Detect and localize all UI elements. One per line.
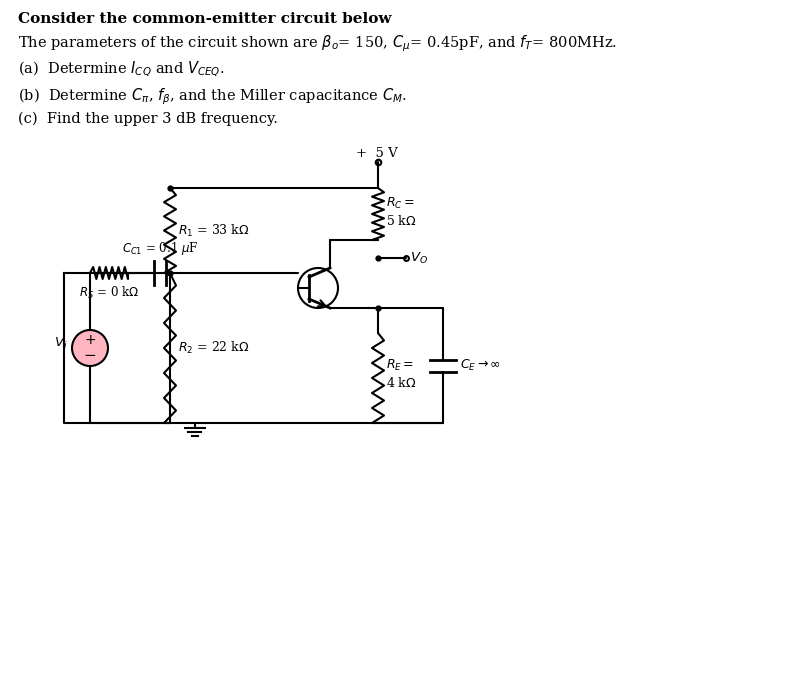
Text: $R_S$ = 0 k$\Omega$: $R_S$ = 0 k$\Omega$: [79, 285, 139, 301]
Text: $C_{C1}$ = 0.1 $\mu$F: $C_{C1}$ = 0.1 $\mu$F: [121, 240, 198, 257]
Text: Consider the common-emitter circuit below: Consider the common-emitter circuit belo…: [18, 12, 391, 26]
Circle shape: [72, 330, 108, 366]
Text: +  5 V: + 5 V: [356, 147, 397, 160]
Text: $R_2$ = 22 k$\Omega$: $R_2$ = 22 k$\Omega$: [177, 340, 249, 356]
Text: (a)  Determine $I_{CQ}$ and $V_{CEQ}$.: (a) Determine $I_{CQ}$ and $V_{CEQ}$.: [18, 60, 225, 79]
Text: (c)  Find the upper 3 dB frequency.: (c) Find the upper 3 dB frequency.: [18, 112, 278, 126]
Text: +: +: [84, 333, 96, 347]
Text: $V_i$: $V_i$: [55, 336, 68, 351]
Text: $R_C=$
5 k$\Omega$: $R_C=$ 5 k$\Omega$: [385, 197, 416, 228]
Text: −: −: [84, 348, 96, 363]
Text: $R_E=$
4 k$\Omega$: $R_E=$ 4 k$\Omega$: [385, 359, 416, 390]
Text: The parameters of the circuit shown are $\beta_o$= 150, $C_\mu$= 0.45pF, and $f_: The parameters of the circuit shown are …: [18, 33, 616, 54]
Text: $C_E \rightarrow \infty$: $C_E \rightarrow \infty$: [459, 358, 500, 373]
Text: (b)  Determine $C_\pi$, $f_\beta$, and the Miller capacitance $C_M$.: (b) Determine $C_\pi$, $f_\beta$, and th…: [18, 86, 406, 106]
Text: $R_1$ = 33 k$\Omega$: $R_1$ = 33 k$\Omega$: [177, 222, 249, 239]
Text: $V_O$: $V_O$: [410, 250, 427, 266]
